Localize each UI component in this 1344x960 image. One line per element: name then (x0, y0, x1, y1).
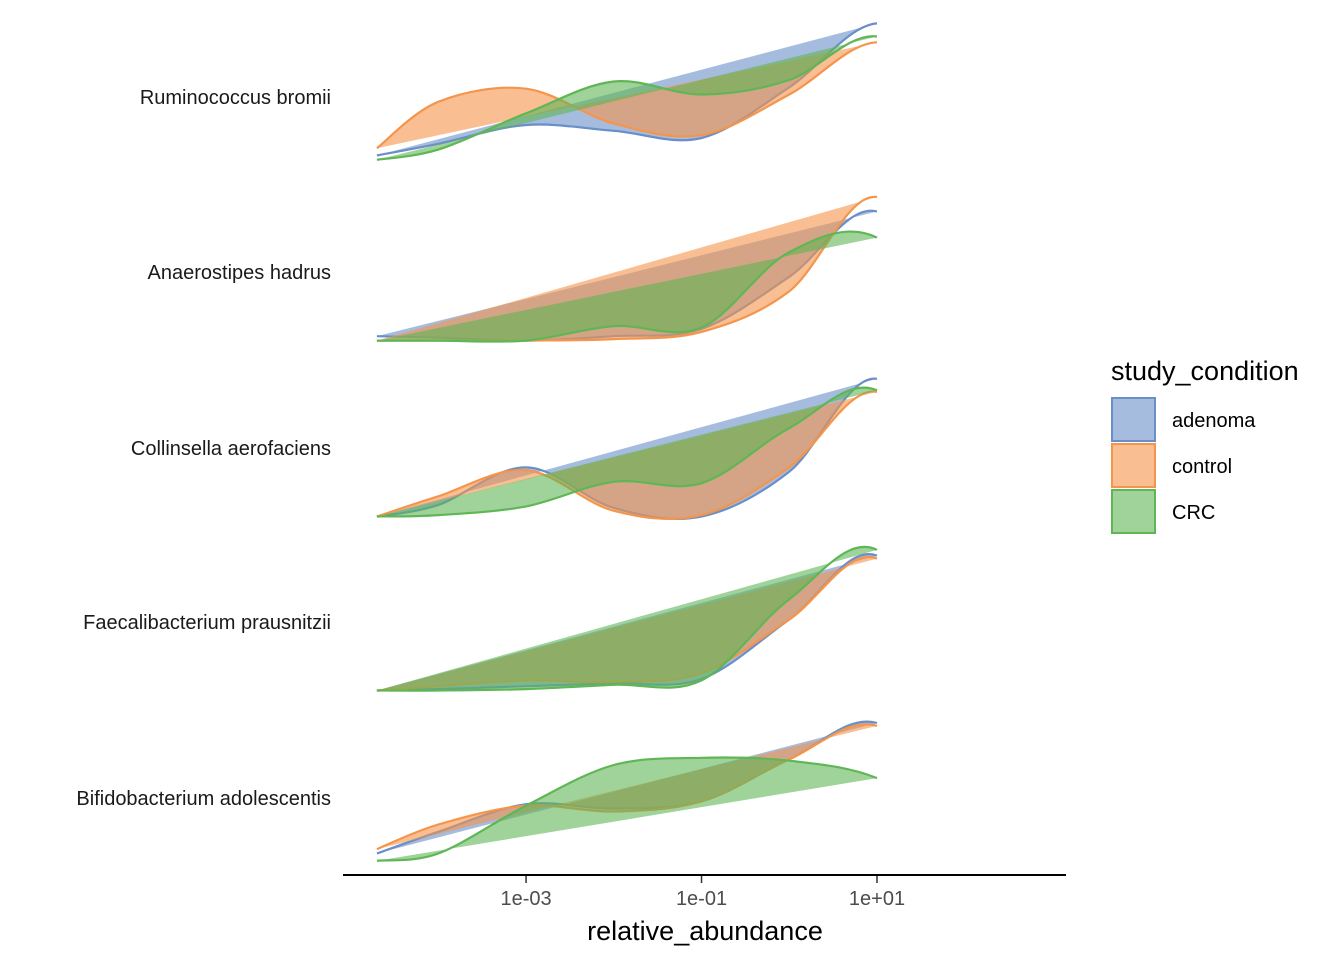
density-area-crc (376, 36, 877, 160)
legend-label-crc: CRC (1172, 502, 1215, 524)
density-line-control (376, 390, 878, 520)
legend-key-adenoma (1111, 397, 1156, 442)
density-area-crc (376, 231, 877, 342)
legend-key-control (1111, 443, 1156, 488)
density-line-control (376, 41, 878, 150)
density-line-crc (376, 756, 878, 862)
legend-key-crc (1111, 489, 1156, 534)
ridge-row (376, 720, 878, 862)
legend-label-adenoma: adenoma (1172, 410, 1256, 432)
density-area-control (376, 196, 877, 341)
ridge-row (376, 22, 878, 161)
x-tick-label: 1e-01 (676, 888, 727, 910)
y-tick-labels: Ruminococcus bromii Anaerostipes hadrus Co… (76, 87, 331, 810)
legend-label-control: control (1172, 456, 1232, 478)
y-tick-label: Ruminococcus bromii (140, 87, 331, 109)
ridges (376, 22, 878, 862)
ridge-row (376, 377, 878, 520)
density-line-crc (376, 386, 878, 518)
y-tick-label: Anaerostipes hadrus (148, 262, 331, 284)
y-tick-label: Collinsella aerofaciens (131, 438, 331, 460)
density-line-crc (376, 230, 878, 343)
ridge-row (376, 545, 878, 692)
legend-title: study_condition (1111, 356, 1299, 386)
density-area-crc (376, 757, 877, 861)
density-area-crc (376, 546, 877, 691)
x-ticks: 1e-03 1e-01 1e+01 (500, 876, 905, 910)
x-tick-label: 1e-03 (500, 888, 551, 910)
x-tick-label: 1e+01 (849, 888, 905, 910)
x-axis-title: relative_abundance (587, 916, 823, 946)
density-line-crc (376, 35, 878, 161)
density-line-crc (376, 545, 878, 692)
y-tick-label: Bifidobacterium adolescentis (76, 788, 331, 810)
legend: study_condition adenoma control CRC (1111, 356, 1299, 534)
ridge-row (376, 195, 878, 343)
y-tick-label: Faecalibacterium prausnitzii (83, 612, 331, 634)
